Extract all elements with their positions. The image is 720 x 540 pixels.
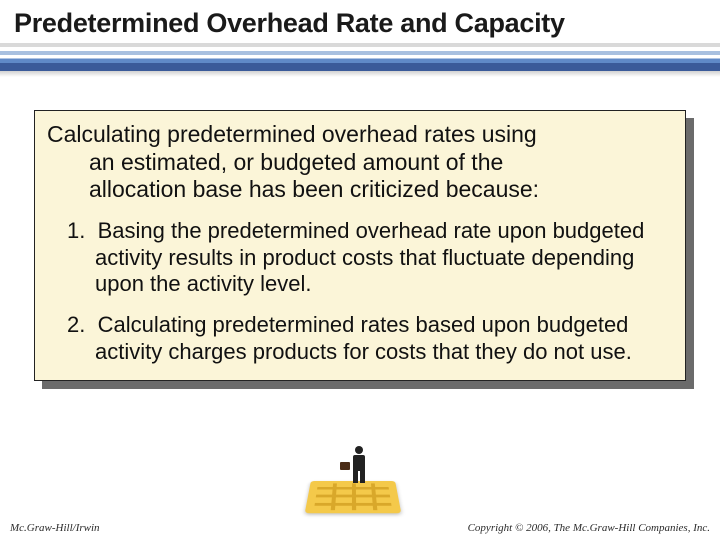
person-icon [350,446,368,486]
point-text: Calculating predetermined rates based up… [95,312,632,364]
decorative-stripe [0,43,720,71]
point-text: Basing the predetermined overhead rate u… [95,218,644,297]
footer-copyright: Copyright © 2006, The Mc.Graw-Hill Compa… [468,522,710,534]
intro-paragraph: Calculating predetermined overhead rates… [47,121,673,204]
numbered-point-1: 1. Basing the predetermined overhead rat… [47,218,673,298]
point-number: 2. [67,312,85,337]
content-panel: Calculating predetermined overhead rates… [34,110,686,381]
intro-line-1: Calculating predetermined overhead rates… [47,121,537,147]
briefcase-icon [340,462,350,470]
intro-line-2: an estimated, or budgeted amount of the [47,149,673,177]
intro-line-3: allocation base has been criticized beca… [47,176,673,204]
slide-footer: Mc.Graw-Hill/Irwin Copyright © 2006, The… [10,522,710,534]
slide-title: Predetermined Overhead Rate and Capacity [0,0,720,43]
footer-publisher: Mc.Graw-Hill/Irwin [10,522,100,534]
clipart-businessman-maze [300,450,410,520]
content-panel-wrapper: Calculating predetermined overhead rates… [34,110,686,381]
numbered-point-2: 2. Calculating predetermined rates based… [47,312,673,366]
point-number: 1. [67,218,85,243]
